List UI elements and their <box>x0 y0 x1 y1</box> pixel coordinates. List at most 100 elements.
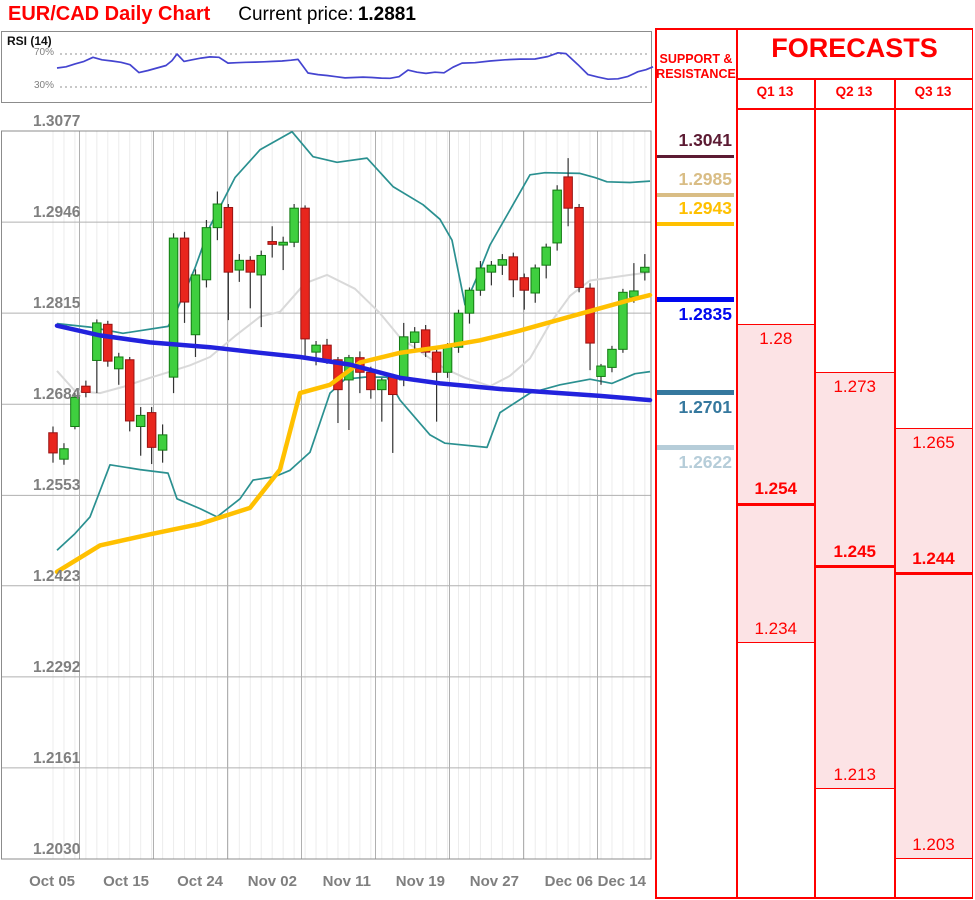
candle-down <box>388 376 398 396</box>
candle-up <box>311 344 321 353</box>
candle-up <box>640 266 650 273</box>
x-axis-label: Dec 14 <box>597 873 646 890</box>
sr-level-line <box>657 192 734 197</box>
candle-up <box>453 312 464 348</box>
candle-up <box>618 291 628 350</box>
sr-level-value: 1.2985 <box>678 168 732 189</box>
candle-up <box>168 237 179 378</box>
sr-level-value: 1.2622 <box>678 452 732 473</box>
rsi-70-label: 70% <box>33 47 54 58</box>
candle-down <box>300 207 310 340</box>
candle-up <box>256 254 266 276</box>
rsi-30-label: 30% <box>33 80 54 91</box>
candle-up <box>409 331 420 343</box>
page-title: EUR/CAD Daily Chart <box>8 3 211 25</box>
y-axis-label: 1.3077 <box>33 113 81 130</box>
candle-up <box>92 322 102 361</box>
sr-level-line <box>657 445 734 450</box>
x-axis-label: Dec 06 <box>544 873 593 890</box>
x-axis-label: Nov 11 <box>322 873 371 890</box>
y-axis-label: 1.2946 <box>33 204 81 222</box>
sr-level-line <box>657 297 734 302</box>
sr-level-line <box>657 222 734 227</box>
candle-up <box>596 365 606 377</box>
candle-up <box>114 356 124 370</box>
candle-down <box>585 287 595 344</box>
candle-up <box>442 344 453 373</box>
bollinger-lower-line <box>56 370 651 551</box>
candle-down <box>179 237 190 303</box>
candle-up <box>398 336 409 381</box>
sr-level-value: 1.2943 <box>678 198 732 219</box>
forecast-high-value: 1.265 <box>912 432 955 452</box>
candle-down <box>48 432 58 454</box>
table-border-bottom <box>655 897 973 899</box>
x-axis-label: Oct 15 <box>103 873 149 890</box>
rsi-panel-border <box>1 31 652 103</box>
y-axis-label: 1.2030 <box>33 841 81 858</box>
forecast-column-header-q3: Q3 13 <box>914 84 952 99</box>
table-border-right <box>971 28 973 899</box>
candle-up <box>59 448 69 460</box>
candle-up <box>278 241 288 246</box>
candle-down <box>574 206 584 288</box>
forecast-mid-value: 1.254 <box>754 479 798 499</box>
y-axis-label: 1.2161 <box>33 749 81 767</box>
ma-gold-line <box>54 292 653 575</box>
candle-down <box>322 344 332 361</box>
x-axis-label: Nov 27 <box>469 873 519 890</box>
y-axis-label: 1.2423 <box>33 567 81 585</box>
forecast-range-box <box>814 372 896 790</box>
candle-down <box>267 241 277 245</box>
ma-blue-line <box>54 323 653 403</box>
candle-up <box>530 267 540 294</box>
sr-level-value: 1.3041 <box>678 130 732 151</box>
price-panel-border <box>1 130 652 860</box>
current-price-value: 1.2881 <box>357 4 416 25</box>
current-price-label: Current price: <box>238 4 354 25</box>
sma20-line <box>56 271 651 395</box>
table-divider-forecasts <box>736 78 973 80</box>
forecast-mid-line <box>894 572 973 576</box>
x-axis-label: Nov 19 <box>395 873 445 890</box>
table-border-sr-right <box>736 28 738 899</box>
candle-down <box>431 351 442 373</box>
candle-up <box>190 274 201 336</box>
table-divider-quarters <box>736 108 973 110</box>
candle-down <box>223 206 234 273</box>
x-axis-label: Oct 24 <box>177 873 223 890</box>
candle-up <box>497 259 508 266</box>
candle-down <box>508 256 519 281</box>
rsi-indicator-label: RSI (14) <box>7 34 52 48</box>
forecast-mid-value: 1.245 <box>833 541 877 561</box>
table-border-q1-q2 <box>814 78 816 899</box>
forecast-column-header-q1: Q1 13 <box>756 84 794 99</box>
candle-down <box>519 277 530 291</box>
forecast-column-header-q2: Q2 13 <box>835 84 873 99</box>
rsi-line <box>56 51 654 81</box>
forecast-mid-line <box>814 565 896 569</box>
candle-up <box>464 289 475 314</box>
x-axis-label: Oct 05 <box>29 873 75 890</box>
candle-up <box>157 434 168 451</box>
candle-up <box>541 246 551 266</box>
y-axis-label: 1.2553 <box>33 477 81 495</box>
y-axis-label: 1.2815 <box>33 295 81 313</box>
forecast-high-value: 1.28 <box>759 328 793 348</box>
candle-down <box>81 385 91 393</box>
candle-down <box>366 371 376 391</box>
candle-down <box>124 359 135 422</box>
table-border-left <box>655 28 657 899</box>
support-resistance-header-line2: RESISTANCE <box>656 67 736 81</box>
candle-up <box>486 264 497 273</box>
sr-level-value: 1.2835 <box>678 304 732 325</box>
forecast-low-value: 1.203 <box>912 835 955 854</box>
candle-up <box>234 259 245 271</box>
table-border-q2-q3 <box>894 78 896 899</box>
table-border-top <box>655 28 973 30</box>
x-axis-label: Nov 02 <box>247 873 297 890</box>
sr-level-line <box>657 154 734 158</box>
candle-up <box>70 396 80 428</box>
